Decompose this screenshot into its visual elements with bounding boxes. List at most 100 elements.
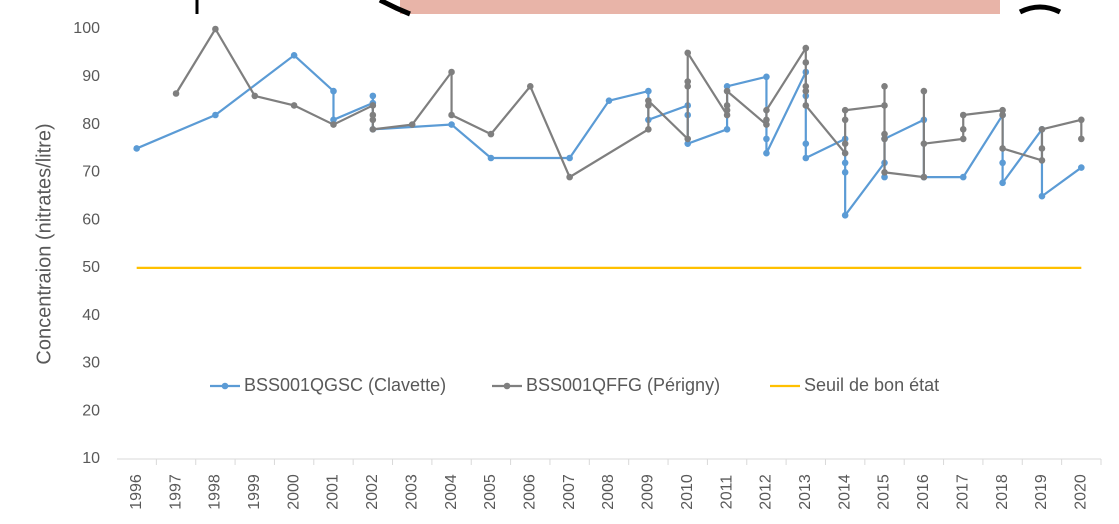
chart: Concentraion (nitrates/litre) 10 20 30 40 50…: [0, 0, 1119, 524]
data-point: [330, 121, 337, 128]
data-point: [1039, 193, 1046, 200]
data-point: [566, 174, 573, 181]
x-tick-label: 2011: [718, 475, 735, 510]
data-point: [921, 174, 928, 181]
y-tick-label: 70: [82, 164, 100, 181]
data-point: [842, 169, 849, 176]
x-tick-label: 2004: [443, 474, 460, 510]
data-point: [291, 52, 298, 59]
decoration: [400, 0, 1000, 14]
data-point: [803, 59, 810, 66]
y-tick-label: 80: [82, 116, 100, 133]
x-tick-label: 2003: [403, 474, 420, 510]
data-point: [684, 50, 691, 57]
data-point: [527, 83, 534, 90]
decoration: [1020, 7, 1060, 12]
y-tick-label: 10: [82, 450, 100, 467]
legend-marker: [222, 383, 229, 390]
data-point: [645, 88, 652, 95]
data-point: [684, 78, 691, 85]
x-tick-label: 2006: [521, 474, 538, 510]
y-tick-label: 20: [82, 402, 100, 419]
data-point: [370, 116, 377, 123]
data-point: [960, 174, 967, 181]
data-point: [684, 136, 691, 143]
x-tick-label: 2000: [285, 474, 302, 510]
x-tick-label: 1996: [128, 474, 145, 510]
legend-label: BSS001QGSC (Clavette): [244, 375, 446, 395]
data-point: [448, 69, 455, 76]
series-line: [137, 55, 1082, 215]
data-point: [724, 126, 731, 133]
data-point: [960, 126, 967, 133]
data-point: [881, 102, 888, 109]
x-tick-label: 2020: [1073, 474, 1090, 510]
data-point: [370, 102, 377, 109]
data-point: [960, 136, 967, 143]
data-point: [763, 107, 770, 114]
data-point: [803, 155, 810, 162]
data-point: [1039, 157, 1046, 164]
data-point: [803, 140, 810, 147]
data-point: [960, 112, 967, 119]
data-point: [999, 112, 1006, 119]
x-tick-label: 1997: [167, 474, 184, 510]
data-point: [803, 102, 810, 109]
data-point: [1039, 126, 1046, 133]
x-tick-label: 2016: [915, 474, 932, 510]
data-point: [409, 121, 416, 128]
x-tick-label: 2012: [758, 474, 775, 510]
data-point: [763, 73, 770, 80]
data-point: [448, 112, 455, 119]
data-point: [763, 116, 770, 123]
x-tick-label: 2017: [954, 474, 971, 510]
y-axis-label: Concentraion (nitrates/litre): [33, 123, 55, 364]
data-point: [724, 88, 731, 95]
x-tick-label: 2019: [1033, 474, 1050, 510]
data-point: [921, 88, 928, 95]
data-point: [763, 150, 770, 157]
y-tick-label: 30: [82, 355, 100, 372]
legend-marker: [504, 383, 511, 390]
data-point: [212, 112, 219, 119]
data-point: [999, 145, 1006, 152]
data-point: [1039, 145, 1046, 152]
legend-label: Seuil de bon état: [804, 375, 939, 395]
data-point: [842, 107, 849, 114]
x-tick-label: 2001: [325, 474, 342, 510]
data-point: [763, 136, 770, 143]
data-point: [1078, 116, 1085, 123]
x-tick-label: 1999: [246, 474, 263, 510]
data-point: [842, 159, 849, 166]
data-point: [330, 88, 337, 95]
data-point: [133, 145, 140, 152]
data-point: [724, 102, 731, 109]
data-point: [370, 126, 377, 133]
data-point: [842, 212, 849, 219]
data-point: [881, 83, 888, 90]
x-tick-label: 2018: [994, 474, 1011, 510]
x-tick-label: 2002: [364, 474, 381, 510]
y-tick-label: 100: [73, 20, 100, 37]
x-tick-label: 2008: [600, 474, 617, 510]
data-point: [1078, 136, 1085, 143]
y-tick-label: 60: [82, 211, 100, 228]
data-point: [606, 97, 613, 104]
data-point: [803, 45, 810, 52]
legend-label: BSS001QFFG (Périgny): [526, 375, 720, 395]
data-point: [291, 102, 298, 109]
x-tick-label: 2010: [679, 474, 696, 510]
y-tick-label: 40: [82, 307, 100, 324]
x-tick-label: 2014: [836, 474, 853, 510]
data-point: [488, 131, 495, 138]
data-point: [645, 97, 652, 104]
data-point: [645, 126, 652, 133]
data-point: [921, 140, 928, 147]
x-tick-label: 2005: [482, 474, 499, 510]
y-tick-label: 50: [82, 259, 100, 276]
data-point: [842, 140, 849, 147]
data-point: [251, 93, 258, 100]
data-point: [881, 136, 888, 143]
data-point: [173, 90, 180, 97]
data-point: [842, 150, 849, 157]
